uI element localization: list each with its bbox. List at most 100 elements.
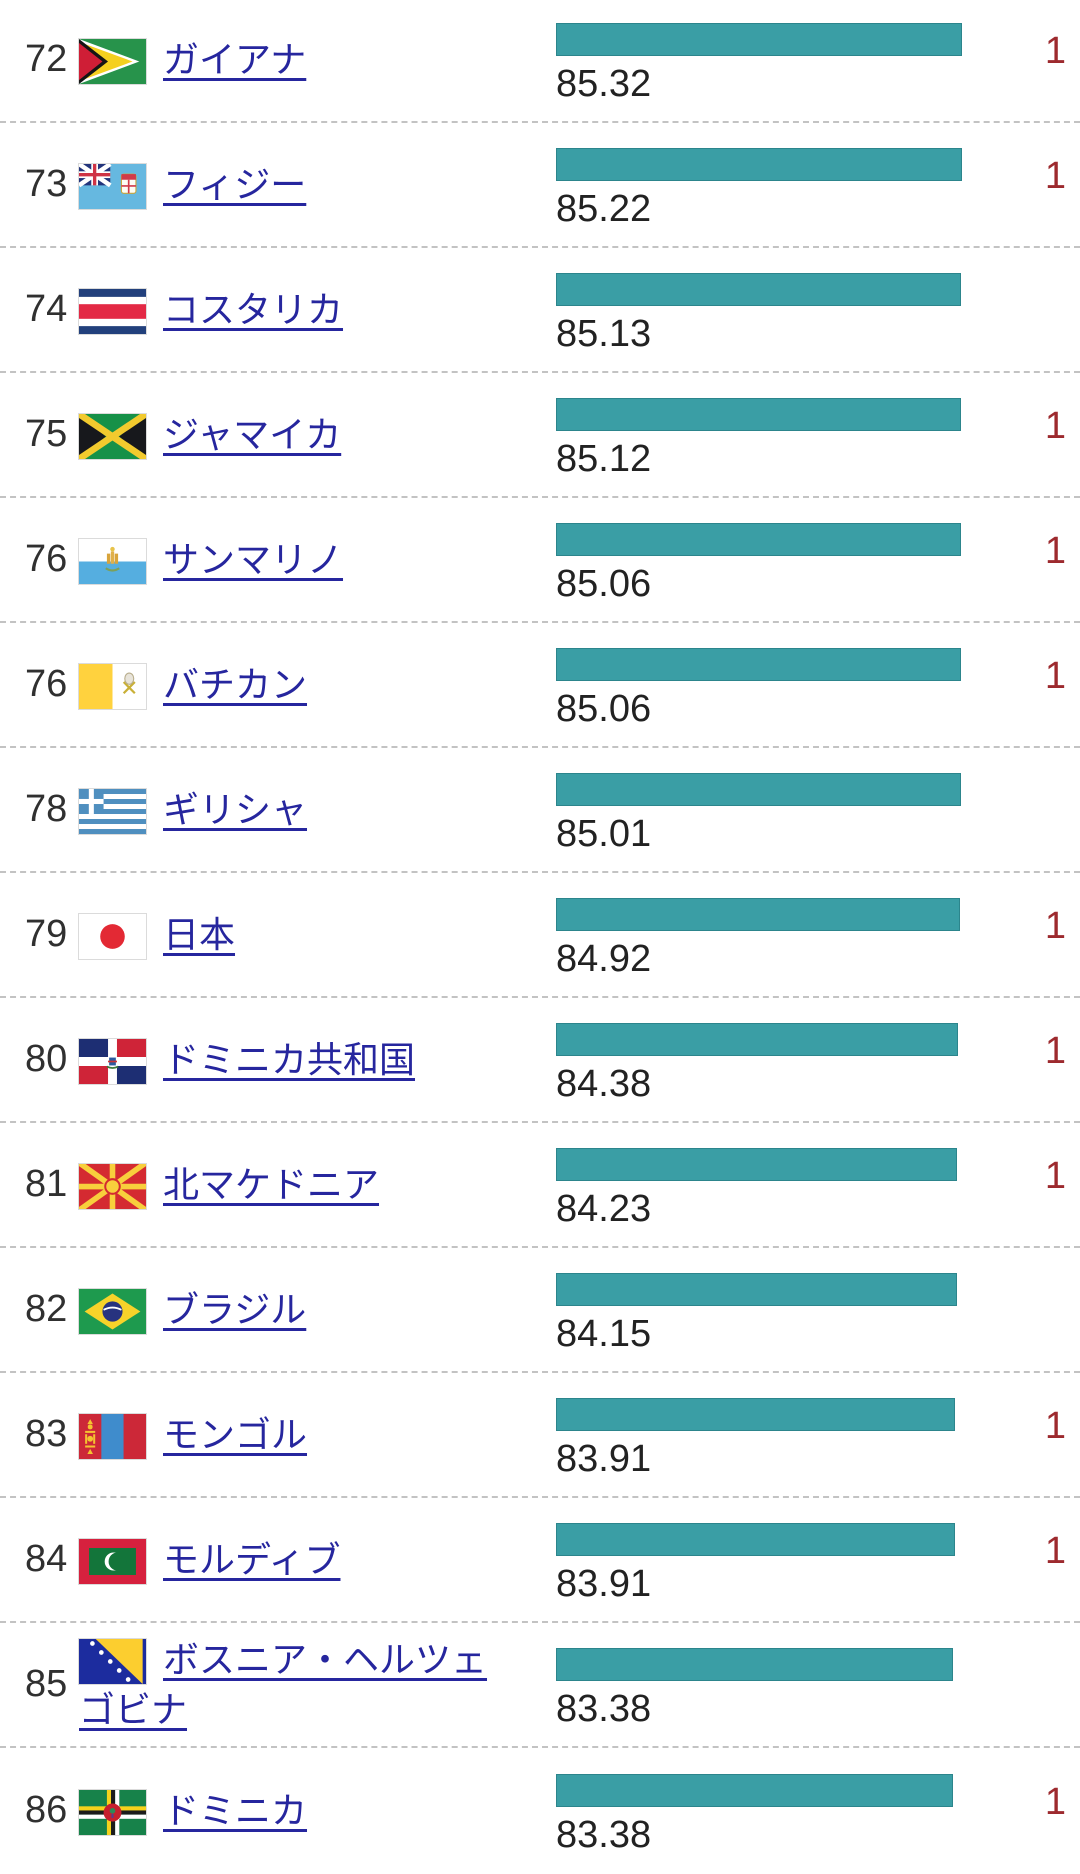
score-bar — [556, 273, 962, 306]
country-link[interactable]: ドミニカ共和国 — [163, 1038, 416, 1080]
country-cell: 北マケドニア — [79, 1160, 509, 1210]
country-cell: ボスニア・ヘルツェゴビナ — [79, 1635, 509, 1735]
country-link[interactable]: モンゴル — [163, 1413, 308, 1455]
rank-number: 72 — [25, 38, 68, 80]
ranking-row: 74 コスタリカ 85.13 — [0, 248, 1080, 373]
fiji-flag — [79, 164, 146, 210]
brazil-flag — [79, 1289, 146, 1335]
score-bar — [556, 1273, 957, 1306]
country-link[interactable]: 日本 — [163, 913, 236, 955]
country-link[interactable]: ジャマイカ — [163, 413, 342, 455]
north-macedonia-flag — [79, 1164, 146, 1210]
ranking-row: 75 ジャマイカ 85.12 1 — [0, 373, 1080, 498]
country-link[interactable]: サンマリノ — [163, 538, 344, 580]
country-cell: モンゴル — [79, 1410, 509, 1460]
rank-number: 73 — [25, 163, 68, 205]
score-bar — [556, 773, 961, 806]
country-link[interactable]: モルディブ — [163, 1538, 341, 1580]
score-value: 85.22 — [556, 188, 652, 230]
country-cell: モルディブ — [79, 1535, 509, 1585]
mongolia-flag — [79, 1414, 146, 1460]
score-value: 85.06 — [556, 563, 652, 605]
country-link[interactable]: ボスニア・ヘルツェゴビナ — [79, 1638, 488, 1730]
score-cell: 84.92 — [556, 888, 1032, 981]
score-bar — [556, 23, 963, 56]
score-value: 85.12 — [556, 438, 652, 480]
score-cell: 84.23 — [556, 1138, 1032, 1231]
greece-flag — [79, 789, 146, 835]
rank-number: 76 — [25, 538, 68, 580]
costa-rica-flag — [79, 289, 146, 335]
country-cell: フィジー — [79, 160, 509, 210]
rank-number: 79 — [25, 913, 68, 955]
score-bar — [556, 1648, 953, 1681]
country-link[interactable]: フィジー — [163, 163, 307, 205]
score-value: 83.38 — [556, 1688, 652, 1730]
score-cell: 85.22 — [556, 138, 1032, 231]
score-cell: 85.13 — [556, 263, 1032, 356]
score-value: 85.01 — [556, 813, 652, 855]
ranking-row: 81 北マケドニア 84.23 1 — [0, 1123, 1080, 1248]
country-link[interactable]: ガイアナ — [163, 38, 307, 80]
score-cell: 84.15 — [556, 1263, 1032, 1356]
country-cell: ブラジル — [79, 1285, 509, 1335]
score-value: 83.38 — [556, 1814, 652, 1856]
country-link[interactable]: ギリシャ — [163, 788, 308, 830]
rank-number: 78 — [25, 788, 68, 830]
score-bar — [556, 1523, 956, 1556]
bosnia-herzegovina-flag — [79, 1639, 146, 1685]
rank-number: 85 — [25, 1663, 68, 1705]
rank-number: 84 — [25, 1538, 68, 1580]
rank-number: 80 — [25, 1038, 68, 1080]
score-value: 84.38 — [556, 1063, 652, 1105]
country-link[interactable]: コスタリカ — [163, 288, 344, 330]
score-bar — [556, 648, 961, 681]
ranking-row: 82 ブラジル 84.15 — [0, 1248, 1080, 1373]
score-cell: 85.32 — [556, 13, 1032, 106]
maldives-flag — [79, 1539, 146, 1585]
country-cell: コスタリカ — [79, 285, 509, 335]
san-marino-flag — [79, 539, 146, 585]
country-link[interactable]: ブラジル — [163, 1288, 307, 1330]
score-cell: 84.38 — [556, 1013, 1032, 1106]
score-bar — [556, 148, 962, 181]
score-value: 83.91 — [556, 1438, 652, 1480]
rank-change-indicator: 1 — [1044, 1530, 1066, 1572]
score-bar — [556, 1023, 958, 1056]
country-cell: ドミニカ共和国 — [79, 1035, 509, 1085]
country-cell: ギリシャ — [79, 785, 509, 835]
ranking-row: 79 日本 84.92 1 — [0, 873, 1080, 998]
score-cell: 85.01 — [556, 763, 1032, 856]
score-cell: 83.38 — [556, 1638, 1032, 1731]
ranking-row: 85 ボスニア・ヘルツェゴビナ 83.38 — [0, 1623, 1080, 1748]
rank-change-indicator: 1 — [1044, 30, 1066, 72]
rank-number: 83 — [25, 1413, 68, 1455]
score-value: 85.13 — [556, 313, 652, 355]
score-bar — [556, 398, 962, 431]
rank-change-indicator: 1 — [1044, 1781, 1066, 1823]
rank-number: 74 — [25, 288, 68, 330]
score-value: 84.23 — [556, 1188, 652, 1230]
ranking-row: 72 ガイアナ 85.32 1 — [0, 0, 1080, 123]
score-cell: 85.12 — [556, 388, 1032, 481]
score-value: 85.06 — [556, 688, 652, 730]
japan-flag — [79, 914, 146, 960]
rank-number: 86 — [25, 1789, 68, 1831]
country-link[interactable]: 北マケドニア — [163, 1163, 380, 1205]
country-link[interactable]: ドミニカ — [163, 1789, 308, 1831]
rank-change-indicator: 1 — [1044, 1405, 1066, 1447]
country-link[interactable]: バチカン — [163, 663, 308, 705]
score-value: 85.32 — [556, 63, 652, 105]
ranking-row: 86 ドミニカ 83.38 1 — [0, 1748, 1080, 1873]
country-cell: ドミニカ — [79, 1786, 509, 1836]
country-cell: ジャマイカ — [79, 410, 509, 460]
score-bar — [556, 1148, 957, 1181]
score-value: 84.92 — [556, 938, 652, 980]
rank-change-indicator: 1 — [1044, 1030, 1066, 1072]
score-cell: 83.38 — [556, 1764, 1032, 1857]
country-cell: サンマリノ — [79, 535, 509, 585]
ranking-row: 73 フィジー 85.22 1 — [0, 123, 1080, 248]
rank-change-indicator: 1 — [1044, 655, 1066, 697]
score-bar — [556, 523, 961, 556]
